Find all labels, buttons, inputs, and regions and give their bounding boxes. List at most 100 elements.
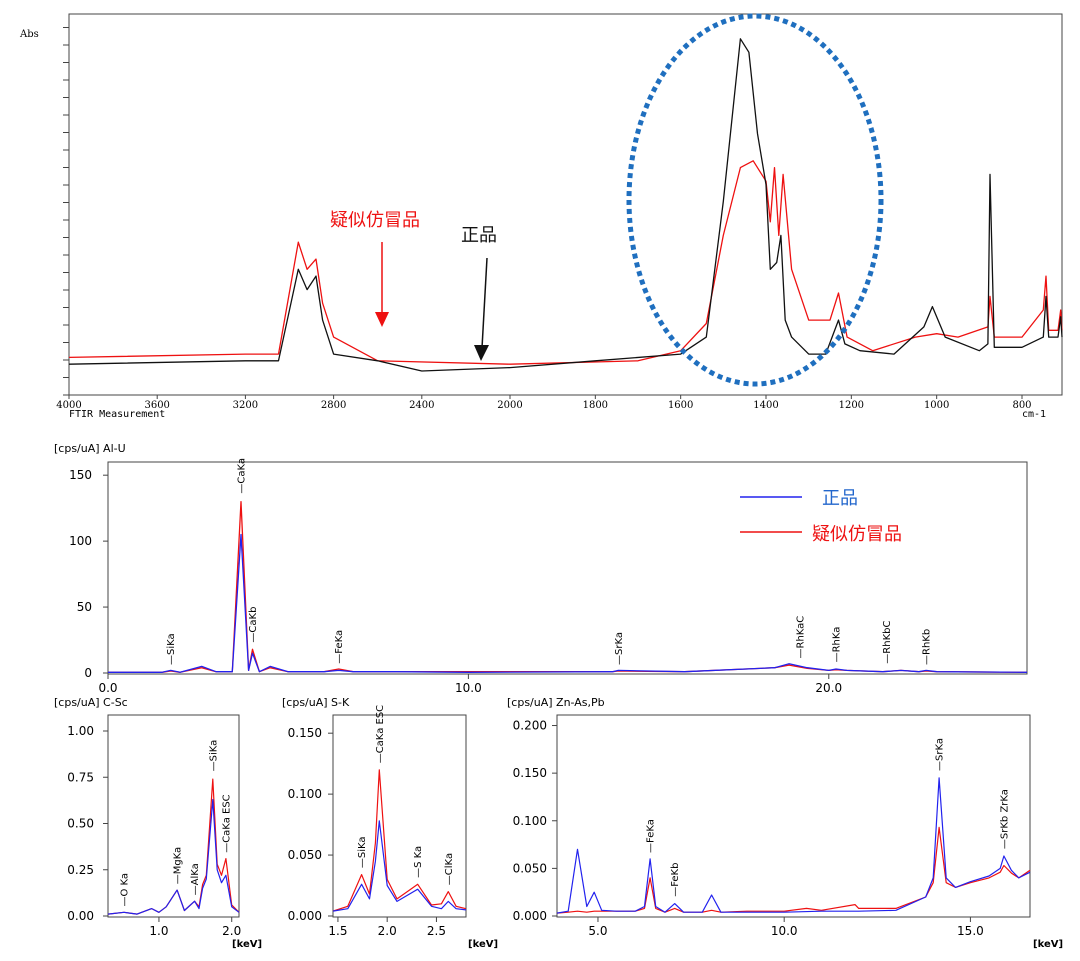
ftir-y-ticks <box>63 27 69 396</box>
edx-c-sc-y-tick-label: 0.75 <box>67 770 94 784</box>
ftir-x-ticks: 4000 3600 3200 2800 2400 2000 1800 1600 1400 1200… <box>56 395 1032 411</box>
edx-s-k-y-tick-label: 0.050 <box>288 848 322 862</box>
edx-c-sc-y-tick-label: 0.00 <box>67 909 94 923</box>
legend-genuine-label: 正品 <box>822 488 858 509</box>
edx-zn-as-y-tick-label: 0.050 <box>513 861 547 875</box>
edx-main-series-lines <box>108 500 1028 673</box>
edx-s-k-series-lines <box>332 769 467 912</box>
edx-s-k-x-tick-label: 1.5 <box>328 924 347 938</box>
ftir-x-unit: cm-1 <box>1022 409 1046 420</box>
edx-s-k-y-tick-label: 0.150 <box>288 726 322 740</box>
edx-zn-as-plot-frame <box>556 714 1031 918</box>
edx-main-peak-label: —RhKa <box>832 627 843 663</box>
edx-zn-as-y-tick-label: 0.200 <box>513 719 547 733</box>
edx-c-sc-x-tick-label: 2.0 <box>222 924 241 938</box>
edx-main-y-tick-label: 150 <box>69 468 92 482</box>
ftir-x-tick-label: 3600 <box>144 400 169 411</box>
edx-s-k-peak-label: —S Ka <box>413 846 424 878</box>
ftir-plot-frame <box>68 13 1063 396</box>
ftir-x-tick-label: 1800 <box>583 400 608 411</box>
edx-main-series-genuine-line <box>108 533 1028 673</box>
ftir-y-axis-label: Abs <box>19 29 39 40</box>
edx-s-k-plot-frame <box>332 714 467 918</box>
edx-zn-as-peak-labels: —FeKa —FeKb —SrKa —SrKb ZrKa <box>646 738 1011 897</box>
ftir-series-lines <box>68 38 1063 372</box>
edx-s-k-title: [cps/uA] S-K <box>282 696 350 709</box>
edx-s-k-x-tick-label: 2.5 <box>427 924 446 938</box>
edx-s-k-peak-label: —CaKa ESC <box>375 705 386 763</box>
edx-s-k-peak-label: —SiKa <box>357 836 368 868</box>
edx-c-sc-title: [cps/uA] C-Sc <box>54 696 128 709</box>
edx-c-sc-axes: 1.00 0.75 0.50 0.25 0.00 1.0 2.0 <box>67 724 241 938</box>
edx-main-peak-label: —RhKb <box>922 629 933 665</box>
arrow-genuine-head <box>474 345 489 361</box>
edx-main-peak-label: —SrKa <box>614 632 625 665</box>
edx-s-k-y-tick-label: 0.100 <box>288 787 322 801</box>
ftir-x-tick-label: 800 <box>1012 400 1031 411</box>
ftir-x-tick-label: 1400 <box>753 400 778 411</box>
edx-main-y-tick-label: 100 <box>69 534 92 548</box>
edx-zn-as-title: [cps/uA] Zn-As,Pb <box>507 696 605 709</box>
edx-s-k-panel: [cps/uA] S-K 0.150 0.100 0.050 0.000 1.5 2.0 2… <box>282 696 498 950</box>
ftir-x-tick-label: 1200 <box>839 400 864 411</box>
edx-c-sc-y-tick-label: 1.00 <box>67 724 94 738</box>
edx-main-y-tick-label: 50 <box>77 600 92 614</box>
edx-s-k-peak-label: —ClKa <box>444 853 455 885</box>
ftir-x-tick-label: 4000 <box>56 400 81 411</box>
edx-zn-as-x-tick-label: 15.0 <box>957 924 984 938</box>
edx-zn-as-peak-label: —SrKb ZrKa <box>999 789 1010 849</box>
edx-c-sc-x-unit: [keV] <box>232 939 262 950</box>
edx-zn-as-x-unit: [keV] <box>1033 939 1063 950</box>
edx-c-sc-x-tick-label: 1.0 <box>149 924 168 938</box>
edx-c-sc-series-genuine-line <box>107 798 240 915</box>
edx-main-peak-label: —SiKa <box>166 633 177 665</box>
edx-s-k-axes: 0.150 0.100 0.050 0.000 1.5 2.0 2.5 <box>288 726 446 938</box>
edx-s-k-series-genuine-line <box>332 820 467 912</box>
edx-c-sc-y-tick-label: 0.25 <box>67 863 94 877</box>
edx-main-panel: [cps/uA] Al-U 150 100 50 0 0.0 10.0 20.0 —SiKa… <box>54 442 1028 695</box>
edx-c-sc-peak-label: —CaKa ESC <box>221 794 232 852</box>
edx-main-peak-label: —CaKb <box>248 607 259 643</box>
edx-s-k-peak-labels: —SiKa —CaKa ESC —S Ka —ClKa <box>357 705 455 885</box>
ftir-series-genuine-line <box>68 38 1063 372</box>
edx-zn-as-series-lines <box>556 777 1031 914</box>
ftir-measurement-label: FTIR Measurement <box>69 409 165 420</box>
edx-zn-as-series-genuine-line <box>556 777 1031 914</box>
edx-zn-as-y-tick-label: 0.150 <box>513 766 547 780</box>
edx-main-axes: 150 100 50 0 0.0 10.0 20.0 <box>69 468 842 695</box>
edx-main-y-tick-label: 0 <box>84 666 92 680</box>
ftir-x-tick-label: 2000 <box>497 400 522 411</box>
edx-c-sc-peak-labels: —O Ka —MgKa —AlKa —SiKa —CaKa ESC <box>120 740 233 907</box>
ftir-series-suspect-line <box>68 160 1063 365</box>
edx-zn-as-series-suspect-line <box>556 826 1031 914</box>
edx-main-x-tick-label: 10.0 <box>455 681 482 695</box>
edx-main-peak-label: —FeKa <box>334 630 345 664</box>
arrow-genuine-shaft <box>481 257 488 349</box>
ftir-x-tick-label: 1600 <box>668 400 693 411</box>
edx-s-k-series-suspect-line <box>332 769 467 912</box>
edx-main-plot-frame <box>107 461 1028 675</box>
edx-zn-as-axes: 0.200 0.150 0.100 0.050 0.000 5.0 10.0 15.0 <box>513 719 984 938</box>
edx-main-title: [cps/uA] Al-U <box>54 442 126 455</box>
edx-main-x-tick-label: 0.0 <box>98 681 117 695</box>
edx-zn-as-y-tick-label: 0.100 <box>513 814 547 828</box>
ftir-x-tick-label: 2400 <box>409 400 434 411</box>
edx-main-legend: 正品 疑似仿冒品 <box>740 488 902 545</box>
edx-c-sc-panel: [cps/uA] C-Sc 1.00 0.75 0.50 0.25 0.00 1.0 2.0… <box>54 696 262 950</box>
edx-c-sc-series-lines <box>107 778 240 915</box>
edx-c-sc-peak-label: —MgKa <box>173 847 184 885</box>
ftir-panel: Abs 4000 3600 3200 2800 2400 2000 1800 1600 1400… <box>19 13 1063 420</box>
edx-s-k-y-tick-label: 0.000 <box>288 909 322 923</box>
arrow-suspect-head <box>375 312 389 327</box>
edx-zn-as-x-tick-label: 5.0 <box>588 924 607 938</box>
label-suspect: 疑似仿冒品 <box>330 210 420 231</box>
legend-suspect-label: 疑似仿冒品 <box>812 524 902 545</box>
edx-s-k-x-tick-label: 2.0 <box>378 924 397 938</box>
edx-zn-as-y-tick-label: 0.000 <box>513 909 547 923</box>
label-genuine: 正品 <box>461 225 497 246</box>
ftir-x-tick-label: 2800 <box>321 400 346 411</box>
edx-main-peak-label: —RhKaC <box>796 616 807 659</box>
edx-c-sc-peak-label: —SiKa <box>208 740 219 772</box>
edx-s-k-x-unit: [keV] <box>468 939 498 950</box>
